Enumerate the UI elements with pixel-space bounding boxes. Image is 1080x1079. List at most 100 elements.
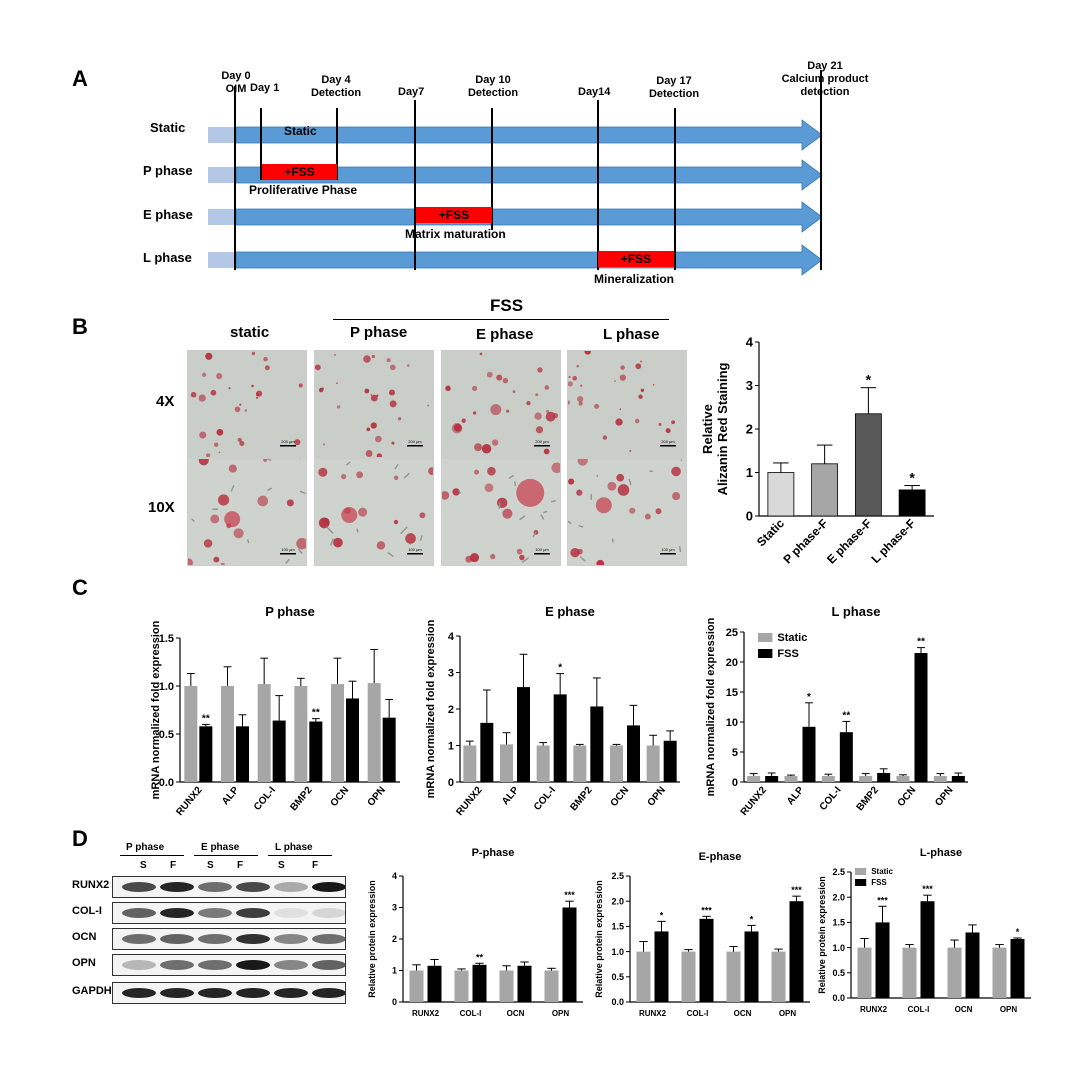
panel-a-label: A xyxy=(72,66,88,91)
day-21-label: Day 21 Calcium product detection xyxy=(781,60,869,98)
blot-band xyxy=(274,960,308,970)
bar xyxy=(951,776,965,782)
blot-band xyxy=(198,882,232,892)
blot-band xyxy=(236,934,270,944)
y-tick-label: 2.5 xyxy=(611,871,624,881)
chart-title: L phase xyxy=(832,604,881,619)
bar xyxy=(463,745,477,782)
protein-l-phase-chart: L-phase 0.0 0.5 1.0 1.5 2.0 2.5 Relative protei… xyxy=(817,847,1031,1014)
l-phase-caption: Mineralization xyxy=(594,272,675,286)
micrograph-10x-1: 100 μm xyxy=(314,458,434,566)
x-tick-label: RUNX2 xyxy=(174,785,204,818)
significance-mark: * xyxy=(750,914,754,924)
legend-label: Static xyxy=(777,632,807,644)
x-tick-label: COL-I xyxy=(908,1005,930,1014)
y-tick-label: 1.5 xyxy=(832,918,845,928)
bar xyxy=(857,947,872,998)
y-tick-label: 4 xyxy=(392,871,397,881)
bar xyxy=(636,951,651,1002)
row-10x: 10X xyxy=(148,499,175,516)
bar xyxy=(627,725,640,782)
blot-band xyxy=(122,988,156,998)
bar xyxy=(409,970,424,1002)
bar xyxy=(821,776,835,782)
bar xyxy=(654,931,669,1002)
significance-mark: ** xyxy=(312,708,320,719)
day-1-label: Day 1 xyxy=(250,82,280,94)
bar xyxy=(771,951,786,1002)
x-tick-label: BMP2 xyxy=(288,785,315,814)
blot-band xyxy=(274,908,308,918)
significance-mark: ** xyxy=(842,710,850,721)
row-label-static: Static xyxy=(150,120,186,135)
mrna-e-phase-chart: E phase 0 1 2 3 4 mRNA normalized fold express… xyxy=(425,604,680,818)
chart-title: P-phase xyxy=(472,847,515,859)
bar xyxy=(965,932,980,998)
bar xyxy=(784,776,798,782)
y-tick-label: 0 xyxy=(746,509,753,524)
x-tick-label: OPN xyxy=(552,1009,570,1018)
timeline-arrow-3 xyxy=(208,244,823,276)
bar xyxy=(590,706,604,782)
bar xyxy=(382,717,396,782)
row-label-e-phase: E phase xyxy=(143,207,193,222)
bar xyxy=(454,970,469,1002)
x-tick-label: E phase-F xyxy=(824,516,874,566)
bar xyxy=(610,745,623,782)
bar xyxy=(896,776,910,782)
scale-bar-label: 100 μm xyxy=(535,547,549,552)
significance-mark: *** xyxy=(701,905,712,915)
y-tick-label: 10 xyxy=(726,717,738,729)
y-tick-label: 1.0 xyxy=(611,947,624,957)
bar xyxy=(681,951,696,1002)
col-p-phase: P phase xyxy=(350,324,408,341)
static-inner-label: Static xyxy=(284,124,317,138)
significance-mark: ** xyxy=(917,637,925,648)
y-tick-label: 5 xyxy=(732,747,738,759)
y-tick-label: 0 xyxy=(392,997,397,1007)
bar xyxy=(562,907,577,1002)
blot-strip-col-i xyxy=(112,902,346,924)
y-tick-label: 3 xyxy=(746,378,753,393)
micrograph-10x-3: 100 μm xyxy=(567,458,687,566)
bar xyxy=(877,773,891,782)
y-axis-label: Alizanin Red Staining xyxy=(715,362,730,495)
y-axis-label: mRNA normalized fold expression xyxy=(150,620,162,799)
significance-mark: *** xyxy=(922,884,933,894)
blot-band xyxy=(122,960,156,970)
x-tick-label: RUNX2 xyxy=(739,785,769,818)
bar xyxy=(663,740,677,782)
bar xyxy=(272,720,286,782)
bar xyxy=(294,686,308,782)
y-axis-label: Relative xyxy=(700,404,715,454)
bar xyxy=(992,947,1007,998)
x-tick-label: COL-I xyxy=(532,785,558,813)
bar xyxy=(236,726,249,782)
x-tick-label: P phase-F xyxy=(780,516,830,566)
bar xyxy=(472,964,487,1002)
blot-band xyxy=(122,882,156,892)
blot-strip-gapdh xyxy=(112,982,346,1004)
bar xyxy=(1010,939,1025,998)
x-tick-label: ALP xyxy=(220,785,241,808)
y-tick-label: 2.0 xyxy=(611,896,624,906)
x-tick-label: OPN xyxy=(933,785,955,809)
bar xyxy=(811,463,839,517)
blot-phase-p: P phase xyxy=(126,842,165,853)
mrna-l-phase-chart: L phase 0 5 10 15 20 25 mRNA normalized fold ex… xyxy=(705,604,968,818)
y-tick-label: 20 xyxy=(726,657,738,669)
x-tick-label: OCN xyxy=(955,1005,973,1014)
p-phase-fss-block: +FSS xyxy=(262,164,337,180)
bar xyxy=(898,489,926,517)
bar xyxy=(536,745,550,782)
x-tick-label: RUNX2 xyxy=(639,1009,667,1018)
bar xyxy=(802,726,816,782)
significance-mark: * xyxy=(866,372,872,388)
micrograph-4x-3: 200 μm xyxy=(567,350,687,458)
bar xyxy=(573,745,587,782)
blot-band xyxy=(198,934,232,944)
micrograph-4x-1: 200 μm xyxy=(314,350,434,458)
y-tick-label: 1.0 xyxy=(159,681,174,693)
col-static: static xyxy=(230,324,270,341)
blot-label-gapdh: GAPDH xyxy=(72,985,112,997)
